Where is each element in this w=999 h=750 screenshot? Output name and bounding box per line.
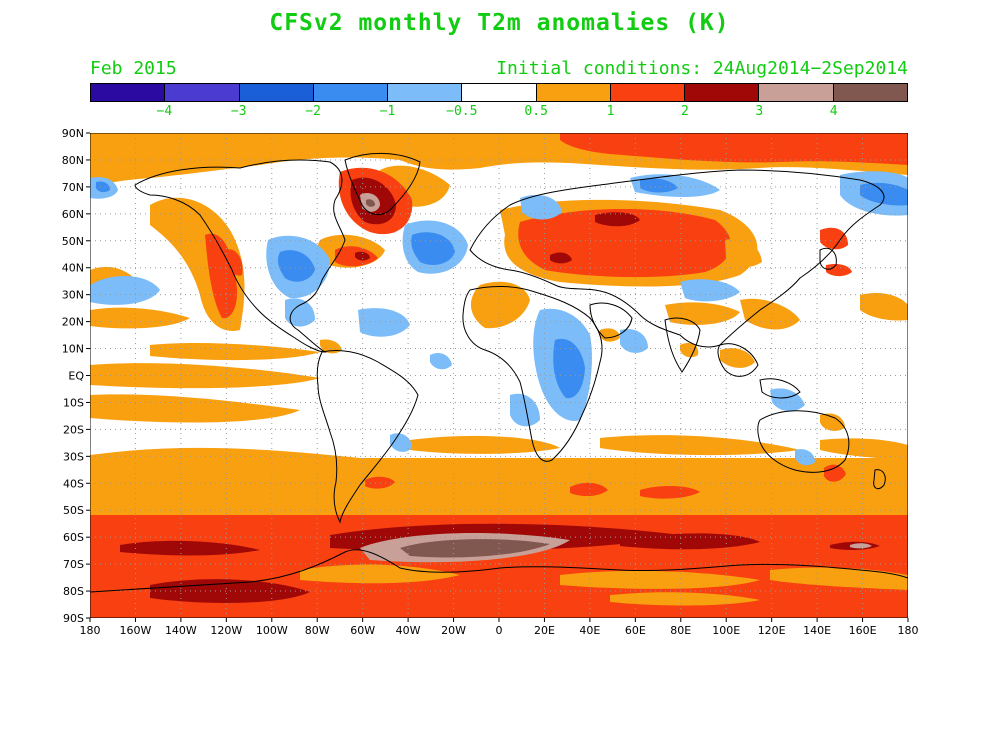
- colorbar-swatch: [610, 84, 686, 101]
- lon-label: 100W: [256, 624, 288, 637]
- lon-label: 160W: [120, 624, 152, 637]
- colorbar: [90, 83, 908, 102]
- colorbar-label: 3: [755, 104, 764, 119]
- colorbar-swatch: [388, 84, 463, 101]
- lat-label: 50S: [63, 504, 84, 517]
- lat-label: 80N: [62, 154, 84, 167]
- lat-label: 10S: [63, 396, 84, 409]
- lat-label: 90S: [63, 612, 84, 625]
- latitude-labels: 90N 80N 70N 60N 50N 40N 30N 20N 10N EQ 10S 20S 30S 40…: [62, 127, 85, 625]
- lon-label: 140E: [803, 624, 831, 637]
- colorbar-swatch: [833, 84, 907, 101]
- lat-label: 80S: [63, 585, 84, 598]
- lat-label: 70N: [62, 181, 84, 194]
- colorbar-labels: −4 −3 −2 −1 −0.5 0.5 1 2 3 4: [90, 104, 908, 122]
- lon-label: 20W: [441, 624, 466, 637]
- lon-label: 140W: [165, 624, 197, 637]
- colorbar-label: 1: [606, 104, 615, 119]
- colorbar-label: −2: [305, 104, 321, 119]
- colorbar-swatch: [165, 84, 240, 101]
- lon-label: 80W: [305, 624, 330, 637]
- lat-label: 50N: [62, 235, 84, 248]
- lon-label: 160E: [849, 624, 877, 637]
- lat-label: 70S: [63, 558, 84, 571]
- colorbar-swatch: [462, 84, 537, 101]
- lat-label: 60N: [62, 208, 84, 221]
- lon-label: 20E: [534, 624, 555, 637]
- colorbar-label: 0.5: [524, 104, 548, 119]
- colorbar-swatch: [759, 84, 834, 101]
- colorbar-swatch: [239, 84, 314, 101]
- lon-label: 180: [80, 624, 101, 637]
- colorbar-swatch: [685, 84, 760, 101]
- axis-ticks: [86, 132, 909, 622]
- lon-label: 60W: [350, 624, 375, 637]
- lat-label: 90N: [62, 127, 84, 140]
- colorbar-label: −3: [230, 104, 247, 119]
- lon-label: 120W: [210, 624, 242, 637]
- colorbar-swatch: [313, 84, 389, 101]
- colorbar-label: 2: [680, 104, 689, 119]
- lat-label: 40S: [63, 477, 84, 490]
- colorbar-label: 4: [829, 104, 838, 119]
- lat-label: 20N: [62, 316, 84, 329]
- lon-label: 120E: [758, 624, 786, 637]
- lat-label: 40N: [62, 262, 84, 275]
- lon-label: 40E: [579, 624, 600, 637]
- chart-title: CFSv2 monthly T2m anomalies (K): [269, 10, 730, 36]
- lat-label: 10N: [62, 343, 84, 356]
- colorbar-label: −4: [156, 104, 173, 119]
- lon-label: 180: [898, 624, 919, 637]
- colorbar-swatch: [536, 84, 611, 101]
- longitude-labels: 180 160W 140W 120W 100W 80W 60W 40W 20W 0 20E 40E 60…: [80, 624, 919, 637]
- lat-label: 20S: [63, 423, 84, 436]
- initial-conditions: Initial conditions: 24Aug2014−2Sep2014: [496, 58, 908, 79]
- lat-label: 30S: [63, 450, 84, 463]
- forecast-month: Feb 2015: [90, 58, 177, 79]
- lon-label: 100E: [712, 624, 740, 637]
- lat-label: 60S: [63, 531, 84, 544]
- colorbar-label: −1: [379, 104, 396, 119]
- colorbar-swatch: [91, 84, 166, 101]
- lat-label: 30N: [62, 289, 84, 302]
- coastlines: [90, 152, 908, 593]
- lon-label: 0: [496, 624, 503, 637]
- lon-label: 60E: [625, 624, 646, 637]
- lon-label: 80E: [670, 624, 691, 637]
- lat-label: EQ: [68, 370, 84, 383]
- colorbar-label: −0.5: [446, 104, 478, 119]
- lon-label: 40W: [396, 624, 421, 637]
